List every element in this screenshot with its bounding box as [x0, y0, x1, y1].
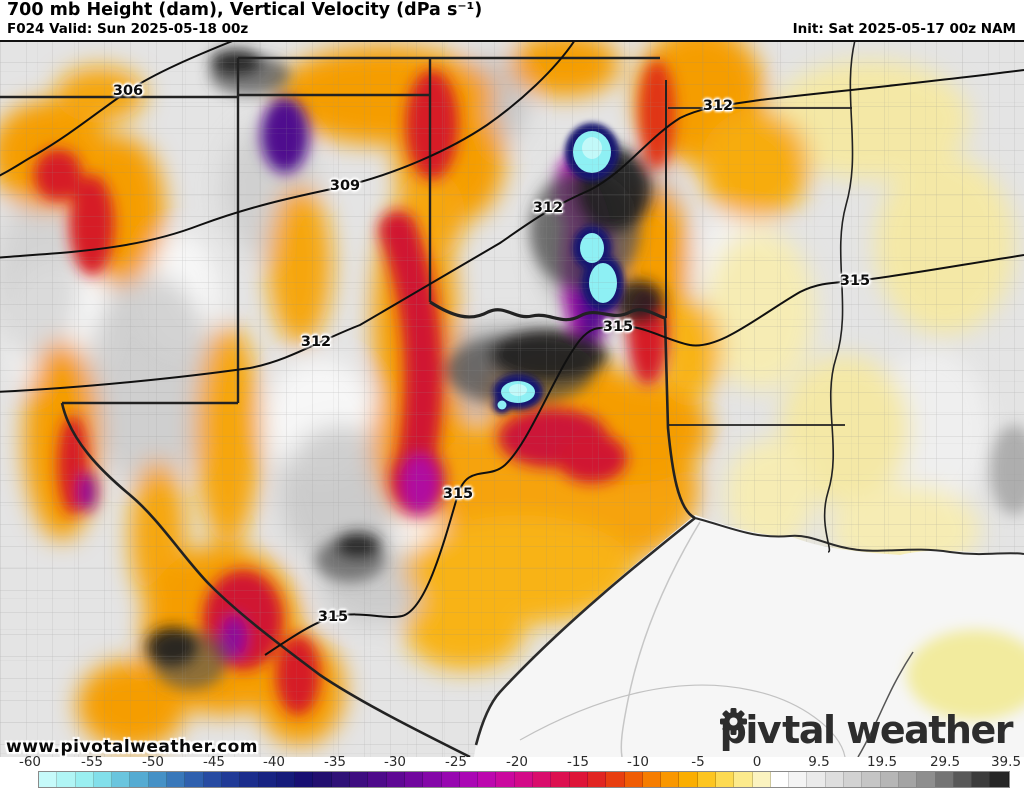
colorbar-segment — [734, 772, 753, 787]
colorbar-segment — [130, 772, 149, 787]
colorbar-segment — [953, 772, 973, 787]
colorbar-segment — [240, 772, 259, 787]
colorbar-segment — [862, 772, 881, 787]
logo-text-right: tal weather — [782, 708, 1013, 752]
colorbar-segment — [551, 772, 570, 787]
colorbar-tick: -55 — [80, 754, 104, 770]
colorbar-segment — [404, 772, 424, 787]
colorbar-segment — [514, 772, 534, 787]
colorbar-segment — [75, 772, 94, 787]
colorbar-segment — [661, 772, 680, 787]
colorbar-segments — [38, 771, 1010, 788]
colorbar-tick: -40 — [262, 754, 286, 770]
colorbar-segment — [258, 772, 277, 787]
colorbar-segment — [478, 772, 497, 787]
colorbar-segment — [789, 772, 808, 787]
colorbar-segment — [697, 772, 716, 787]
colorbar-tick: -5 — [691, 754, 705, 770]
colorbar-tick: -10 — [626, 754, 650, 770]
colorbar-tick: 39.5 — [990, 754, 1022, 770]
colorbar-segment — [185, 772, 204, 787]
colorbar-segment — [148, 772, 168, 787]
map-header: 700 mb Height (dam), Vertical Velocity (… — [0, 0, 1024, 40]
colorbar-segment — [807, 772, 826, 787]
colorbar-segment — [569, 772, 588, 787]
colorbar-segment — [935, 772, 954, 787]
colorbar-segment — [898, 772, 918, 787]
colorbar-tick: -15 — [566, 754, 590, 770]
colorbar-tick: 19.5 — [866, 754, 898, 770]
colorbar-segment — [295, 772, 314, 787]
colorbar-segment — [752, 772, 771, 787]
colorbar-segment — [533, 772, 552, 787]
colorbar-segment — [917, 772, 936, 787]
map-canvas — [0, 40, 1024, 757]
colorbar-tick: 9.5 — [808, 754, 830, 770]
colorbar-segment — [642, 772, 662, 787]
colorbar-segment — [441, 772, 460, 787]
colorbar-segment — [606, 772, 625, 787]
valid-time-label: F024 Valid: Sun 2025-05-18 00z — [7, 21, 249, 37]
colorbar-segment — [313, 772, 332, 787]
colorbar-segment — [679, 772, 698, 787]
header-divider — [0, 40, 1024, 42]
colorbar-segment — [459, 772, 479, 787]
colorbar-segment — [715, 772, 735, 787]
colorbar-tick: -20 — [505, 754, 529, 770]
colorbar-segment — [825, 772, 845, 787]
height-contours — [0, 40, 1024, 656]
colorbar-segment — [93, 772, 113, 787]
watermark-link[interactable]: www.pivotalweather.com — [6, 737, 259, 757]
gulf-water — [474, 515, 1024, 757]
colorbar-segment — [972, 772, 991, 787]
colorbar-segment — [624, 772, 643, 787]
colorbar-segment — [276, 772, 296, 787]
state-borders — [0, 40, 856, 757]
colorbar-ticks: -60 -55 -50 -45 -40 -35 -30 -25 -20 -15 -10 -5 0 9.5 1… — [0, 754, 1024, 770]
colorbar-segment — [350, 772, 369, 787]
colorbar-tick: 0 — [752, 754, 762, 770]
colorbar-segment — [203, 772, 222, 787]
colorbar-segment — [770, 772, 790, 787]
colorbar-segment — [167, 772, 186, 787]
colorbar-segment — [990, 772, 1009, 787]
colorbar-segment — [368, 772, 387, 787]
colorbar-tick: -50 — [141, 754, 165, 770]
colorbar-tick: -60 — [18, 754, 42, 770]
colorbar-segment — [331, 772, 351, 787]
colorbar-segment — [423, 772, 442, 787]
colorbar-segment — [496, 772, 515, 787]
weather-map[interactable]: 306 309 312 312 312 315 315 315 315 www.pivotalw… — [0, 40, 1024, 757]
colorbar-segment — [57, 772, 76, 787]
coastline — [474, 516, 1024, 746]
colorbar-segment — [587, 772, 607, 787]
colorbar-tick: -35 — [323, 754, 347, 770]
pivotal-weather-logo: piv tal weather — [719, 708, 1013, 752]
colorbar-segment — [844, 772, 863, 787]
colorbar-tick: -25 — [444, 754, 468, 770]
colorbar-tick: -30 — [383, 754, 407, 770]
colorbar-segment — [221, 772, 241, 787]
colorbar-tick: 29.5 — [929, 754, 961, 770]
map-title: 700 mb Height (dam), Vertical Velocity (… — [7, 0, 483, 20]
init-time-label: Init: Sat 2025-05-17 00z NAM — [792, 21, 1016, 37]
colorbar-segment — [386, 772, 405, 787]
colorbar-segment — [112, 772, 131, 787]
colorbar-tick: -45 — [202, 754, 226, 770]
colorbar-segment — [39, 772, 58, 787]
colorbar-segment — [880, 772, 899, 787]
